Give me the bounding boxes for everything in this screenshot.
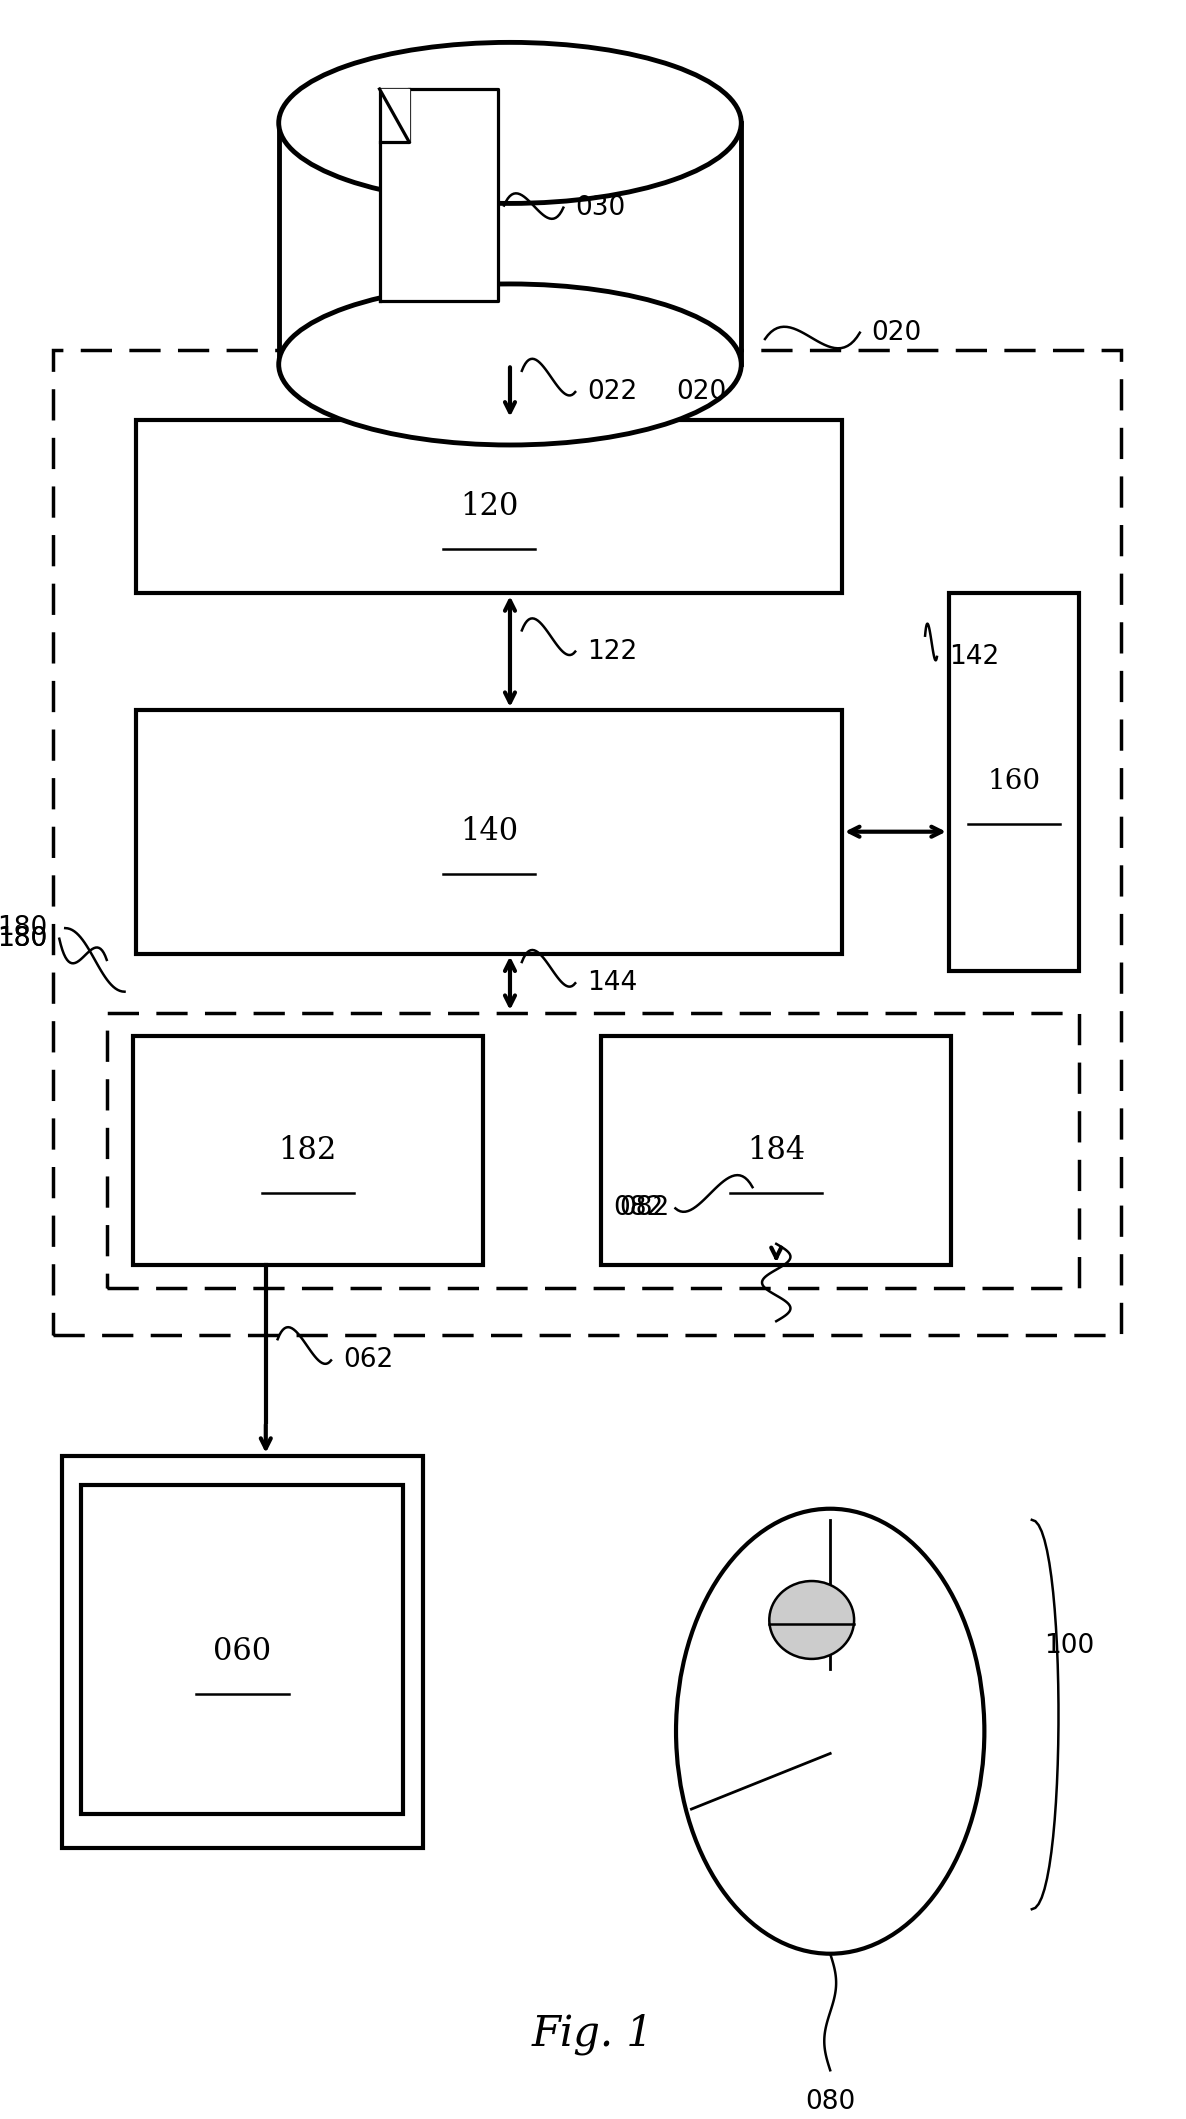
Bar [107,1013,1079,1288]
Text: 142: 142 [949,644,999,670]
Text: 160: 160 [988,769,1040,795]
Text: 082: 082 [619,1195,669,1221]
Text: 120: 120 [460,492,518,521]
Text: 180: 180 [0,926,47,951]
Ellipse shape [279,284,741,445]
Bar [62,1456,423,1848]
Text: 020: 020 [676,379,726,405]
Bar [601,1036,951,1265]
Text: 060: 060 [213,1636,272,1668]
Polygon shape [380,89,498,301]
Ellipse shape [279,42,741,203]
Text: 062: 062 [343,1348,393,1373]
Text: Fig. 1: Fig. 1 [533,2013,653,2055]
Text: 140: 140 [460,816,518,848]
Text: 180: 180 [0,926,47,951]
Bar [133,1036,483,1265]
Text: 030: 030 [575,195,625,220]
Polygon shape [279,123,741,364]
Text: 184: 184 [747,1136,805,1165]
Text: 022: 022 [587,379,637,405]
Bar [81,1485,403,1814]
Bar [136,420,842,593]
Ellipse shape [770,1581,854,1659]
Text: 182: 182 [279,1136,337,1165]
Text: 020: 020 [872,320,922,345]
Text: 144: 144 [587,971,637,996]
Bar [136,710,842,954]
Bar [53,350,1121,1335]
Bar [949,593,1079,971]
Text: 180: 180 [0,915,47,941]
Polygon shape [380,89,409,142]
Text: 082: 082 [613,1195,664,1221]
Text: 122: 122 [587,638,637,665]
Text: 100: 100 [1044,1634,1093,1659]
Ellipse shape [676,1509,984,1954]
Text: 080: 080 [805,2089,855,2115]
